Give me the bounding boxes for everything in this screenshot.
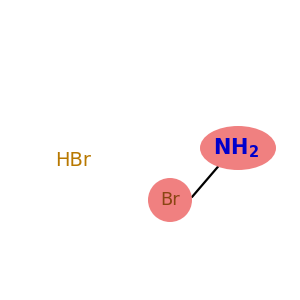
- Ellipse shape: [200, 126, 276, 170]
- Text: Br: Br: [160, 191, 180, 209]
- Text: HBr: HBr: [55, 151, 91, 169]
- Ellipse shape: [148, 178, 192, 222]
- Text: $\mathregular{NH_2}$: $\mathregular{NH_2}$: [213, 136, 259, 160]
